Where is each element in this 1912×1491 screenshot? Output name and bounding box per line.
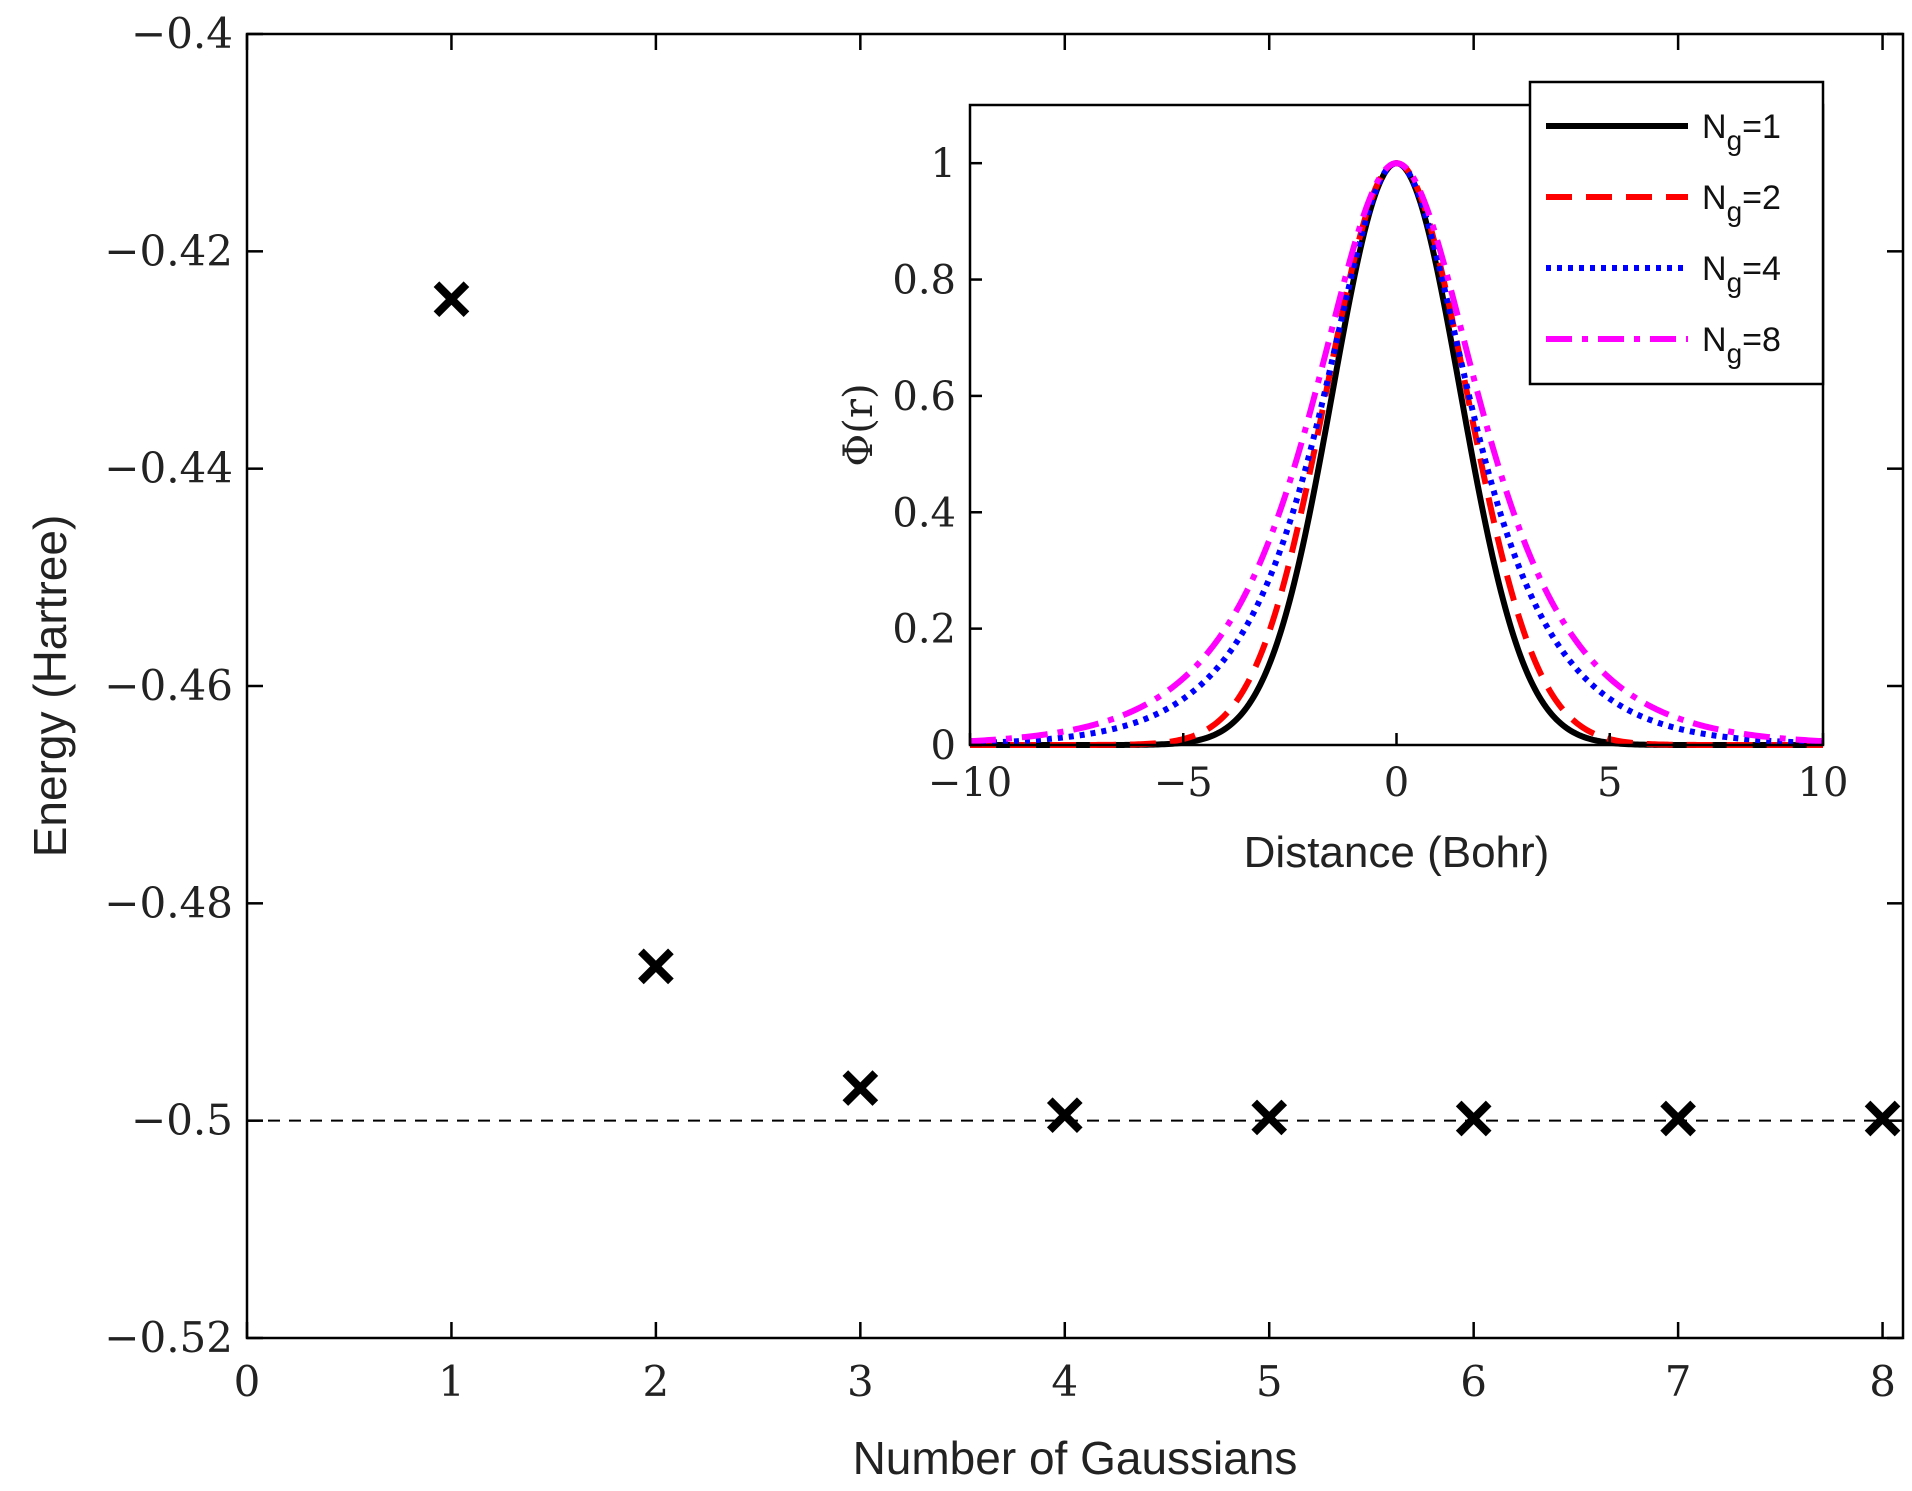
x-tick-label: 0 [234, 1357, 261, 1406]
y-tick-label: −0.52 [104, 1313, 233, 1362]
energy-point [1251, 1099, 1288, 1136]
legend-box [1528, 80, 1825, 386]
energy-point [1864, 1100, 1901, 1137]
y-tick-label: −0.44 [104, 444, 233, 493]
curve-ng-8 [969, 160, 1824, 745]
energy-point [1455, 1100, 1492, 1137]
inset-axes: −10 −5 0 5 10 0 0.2 0.4 0.6 0.8 1 Distance (Bohr)… [836, 80, 1849, 877]
main-y-axis-label: Energy (Hartree) [24, 515, 76, 858]
inset-y-axis-label: Φ(r) [836, 383, 882, 466]
inset-y-tick-label: 0.2 [892, 607, 956, 653]
main-x-axis-label: Number of Gaussians [853, 1432, 1298, 1484]
energy-point [1660, 1100, 1696, 1137]
legend-label: Ng=1 [1702, 108, 1781, 156]
energy-point [1046, 1097, 1083, 1134]
inset-y-tick-label: 1 [931, 141, 956, 187]
y-tick-label: −0.48 [104, 878, 233, 927]
curve-ng-4 [969, 160, 1824, 747]
inset-y-tick-label: 0.6 [892, 374, 956, 420]
x-tick-label: 4 [1051, 1357, 1078, 1406]
y-tick-label: −0.4 [131, 9, 233, 58]
main-y-ticks: −0.52 −0.5 −0.48 −0.46 −0.44 −0.42 −0.4 [104, 9, 1903, 1362]
inset-x-tick-label: −5 [1154, 760, 1213, 806]
inset-x-ticks: −10 −5 0 5 10 [928, 733, 1849, 806]
legend-label: Ng=8 [1702, 321, 1781, 369]
inset-y-ticks: 0 0.2 0.4 0.6 0.8 1 [892, 141, 982, 769]
x-tick-label: 5 [1256, 1357, 1283, 1406]
x-tick-label: 3 [847, 1357, 874, 1406]
x-tick-label: 6 [1460, 1357, 1487, 1406]
energy-points [433, 281, 1901, 1137]
energy-point [433, 281, 470, 317]
y-tick-label: −0.46 [104, 661, 233, 710]
y-tick-label: −0.5 [131, 1096, 233, 1145]
inset-x-tick-label: 0 [1384, 760, 1409, 806]
x-tick-label: 2 [643, 1357, 670, 1406]
inset-y-tick-label: 0.4 [892, 490, 956, 536]
y-tick-label: −0.42 [104, 226, 233, 275]
inset-x-tick-label: 5 [1597, 760, 1622, 806]
inset-y-tick-label: 0.8 [892, 258, 956, 304]
x-tick-label: 7 [1665, 1357, 1692, 1406]
legend-label: Ng=2 [1702, 179, 1781, 227]
legend-label: Ng=4 [1702, 250, 1781, 298]
legend: Ng=1 Ng=2 Ng=4 Ng=8 [1528, 80, 1825, 386]
energy-point [842, 1070, 879, 1106]
energy-point [638, 948, 674, 985]
main-x-ticks: 0 1 2 3 4 5 6 7 8 [234, 34, 1896, 1406]
inset-y-tick-label: 0 [931, 723, 956, 769]
inset-x-tick-label: 10 [1798, 760, 1849, 806]
x-tick-label: 8 [1869, 1357, 1896, 1406]
inset-x-tick-label: −10 [928, 760, 1012, 806]
x-tick-label: 1 [438, 1357, 465, 1406]
inset-x-axis-label: Distance (Bohr) [1244, 828, 1550, 877]
